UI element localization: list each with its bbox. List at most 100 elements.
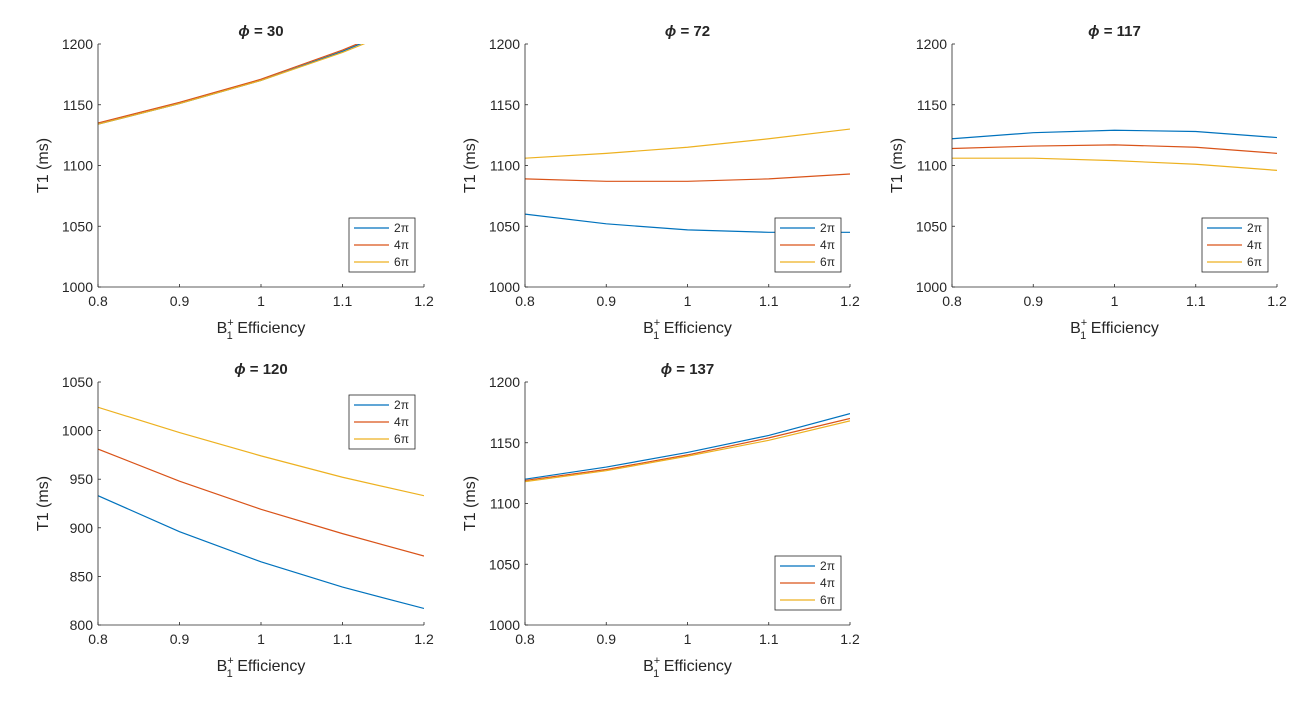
y-axis-label: T1 (ms) [35,138,52,193]
y-tick-label: 1000 [489,617,520,633]
y-axis-label: T1 (ms) [462,476,479,531]
x-axis-label: B+ 1 Efficiency [217,655,306,680]
title-value: = 120 [246,361,288,378]
series-line-1 [525,413,850,480]
x-label-main: B [643,320,654,337]
y-tick-label: 1150 [490,435,520,451]
series-line-2 [98,448,424,557]
x-label-main: B [217,658,228,675]
legend-label-1: 2π [394,221,409,235]
y-tick-label: 1200 [916,36,947,52]
x-label-sub: 1 [653,330,659,342]
legend-label-2: 4π [1247,238,1262,252]
legend-label-3: 6π [394,255,409,269]
x-tick-label: 0.9 [170,293,190,309]
title-value: = 72 [676,23,710,40]
x-axis-label: B+ 1 Efficiency [643,317,732,342]
x-tick-label: 1.1 [333,631,353,647]
x-label-main: B [217,320,228,337]
x-label-sup: + [654,317,660,329]
x-tick-label: 1 [257,293,265,309]
y-tick-label: 1150 [63,97,93,113]
x-tick-label: 1 [684,293,692,309]
x-label-sub: 1 [227,330,233,342]
x-label-rest: Efficiency [659,658,732,675]
title-value: = 137 [672,361,714,378]
x-label-sup: + [227,317,233,329]
y-tick-label: 1100 [917,158,947,174]
legend-label-3: 6π [820,255,835,269]
y-tick-label: 1150 [490,97,520,113]
series-line-3 [98,406,424,497]
y-tick-label: 1200 [62,36,93,52]
chart-title: ϕ = 137 [661,361,715,378]
y-tick-label: 1050 [489,218,520,234]
x-label-sub: 1 [653,668,659,680]
legend: 2π 4π 6π [774,217,842,273]
series-line-3 [525,420,850,483]
chart-title: ϕ = 120 [234,361,288,378]
x-tick-label: 0.8 [515,631,535,647]
y-tick-label: 1050 [916,218,947,234]
title-symbol: ϕ [665,23,676,40]
x-tick-label: 0.9 [1024,293,1044,309]
chart-4: 0.8 0.9 1 1.1 1.2 800 850 900 950 1000 1050 ϕ = 120… [35,361,434,680]
y-tick-label: 1100 [63,158,93,174]
x-tick-label: 0.8 [88,631,108,647]
chart-title: ϕ = 30 [238,23,283,40]
legend-label-2: 4π [820,238,835,252]
x-tick-label: 1.1 [759,631,779,647]
legend: 2π 4π 6π [348,217,416,273]
series-line-3 [952,157,1277,171]
legend-label-3: 6π [1247,255,1262,269]
title-value: = 117 [1100,23,1141,40]
x-tick-label: 0.8 [942,293,962,309]
legend-label-3: 6π [820,593,835,607]
x-label-main: B [1070,320,1081,337]
y-axis-label: T1 (ms) [462,138,479,193]
chart-1: 0.8 0.9 1 1.1 1.2 1000 1050 1100 1150 1200 ϕ = 30 B… [35,23,434,342]
legend: 2π 4π 6π [1201,217,1269,273]
series-line-2 [525,417,850,482]
legend-label-3: 6π [394,432,409,446]
y-tick-label: 850 [70,568,94,584]
x-tick-label: 1.2 [414,293,434,309]
x-axis-label: B+ 1 Efficiency [217,317,306,342]
series-line-3 [525,128,850,159]
series-line-3 [98,44,366,125]
legend-label-1: 2π [394,398,409,412]
x-axis-label: B+ 1 Efficiency [643,655,732,680]
x-tick-label: 0.8 [515,293,535,309]
x-label-rest: Efficiency [233,658,306,675]
chart-title: ϕ = 117 [1088,23,1141,40]
title-symbol: ϕ [234,361,245,378]
x-tick-label: 0.8 [88,293,108,309]
y-tick-label: 1000 [62,423,93,439]
x-tick-label: 0.9 [597,293,617,309]
x-label-rest: Efficiency [1086,320,1159,337]
series-line-2 [98,44,359,124]
series-line-1 [98,495,424,610]
x-tick-label: 1.1 [333,293,353,309]
x-tick-label: 1.2 [414,631,434,647]
x-label-sup: + [654,655,660,667]
title-symbol: ϕ [661,361,672,378]
x-label-sup: + [227,655,233,667]
y-tick-label: 800 [70,617,94,633]
series-line-1 [952,129,1277,140]
x-tick-label: 1.2 [840,631,860,647]
y-tick-label: 1050 [62,218,93,234]
y-tick-label: 950 [70,471,94,487]
legend-label-1: 2π [820,559,835,573]
y-tick-label: 1000 [489,279,520,295]
chart-5: 0.8 0.9 1 1.1 1.2 1000 1050 1100 1150 1200 ϕ = 137… [462,361,860,680]
series-line-2 [525,173,850,182]
legend: 2π 4π 6π [774,555,842,611]
x-label-sup: + [1081,317,1087,329]
y-tick-label: 1000 [916,279,947,295]
legend-label-2: 4π [820,576,835,590]
title-symbol: ϕ [1088,23,1099,40]
series-line-2 [952,144,1277,154]
y-tick-label: 1150 [917,97,947,113]
y-tick-label: 1200 [489,36,520,52]
